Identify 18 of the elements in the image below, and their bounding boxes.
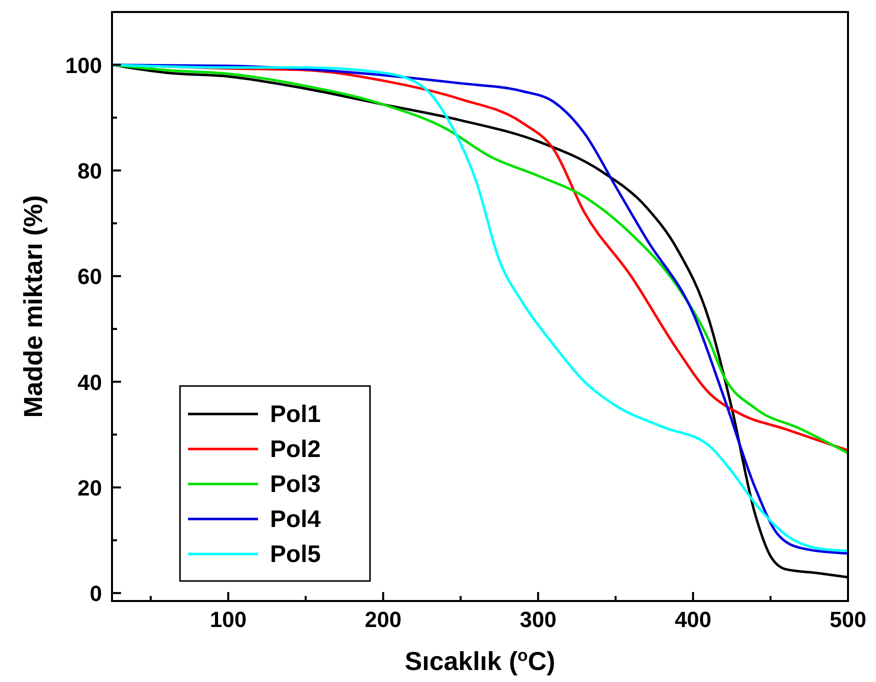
y-axis-title: Madde miktarı (%) (18, 195, 48, 418)
legend-label: Pol4 (270, 506, 322, 533)
y-tick-label: 80 (78, 158, 102, 184)
x-tick-label: 300 (520, 607, 556, 632)
x-tick-label: 100 (210, 607, 247, 632)
x-tick-label: 500 (830, 607, 866, 632)
y-tick-label: 100 (65, 52, 102, 78)
y-tick-label: 20 (78, 475, 102, 500)
legend-label: Pol2 (270, 436, 321, 463)
y-tick-label: 0 (90, 581, 102, 606)
x-axis-title: Sıcaklık ($^{o}$C) (404, 646, 556, 676)
legend-label: Pol3 (270, 471, 321, 498)
y-tick-label: 60 (78, 264, 102, 290)
x-tick-label: 400 (674, 607, 712, 632)
y-tick-label: 40 (78, 370, 102, 395)
x-tick-label: 200 (364, 607, 402, 632)
legend-label: Pol5 (270, 541, 321, 568)
legend-label: Pol1 (270, 401, 321, 428)
